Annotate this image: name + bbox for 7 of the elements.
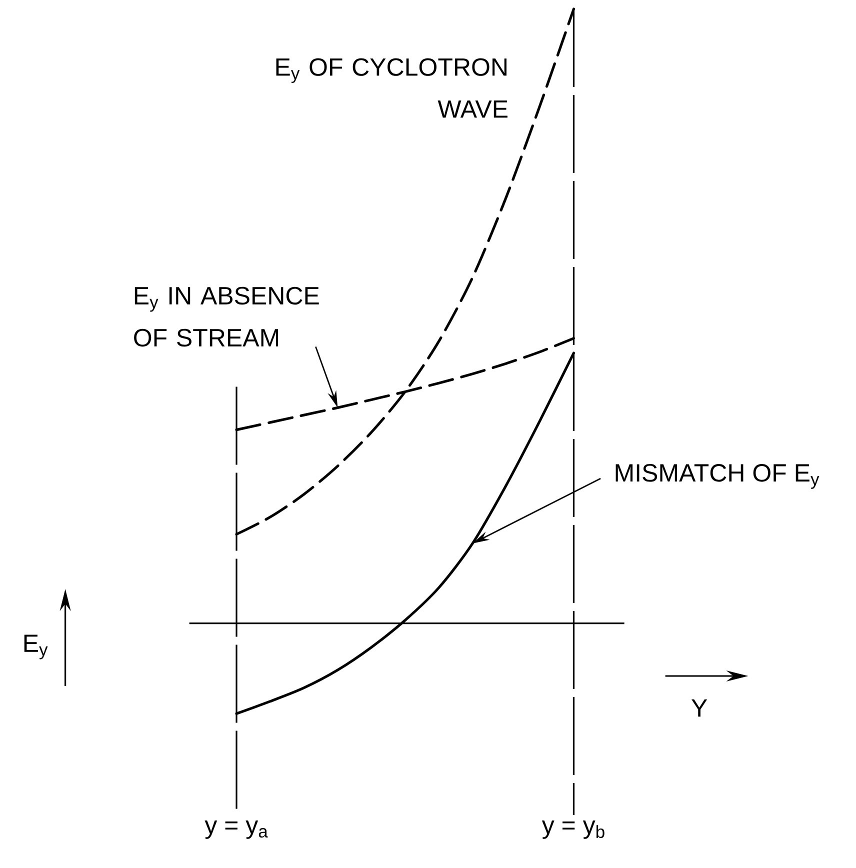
text: E$_{y}$ [24,634,48,660]
x-tick-label: y = y$_{a}$ [204,820,268,839]
text: E$_{y}$ IN ABSENCE OF STREAM [134,286,319,347]
x-axis-title: Y [691,699,707,717]
x-tick-label: y = y$_{b}$ [542,820,604,839]
text: MISMATCH OF E$_{y}$ [616,464,820,489]
series-label: E$_{y}$ OF CYCLOTRON WAVE [276,58,508,118]
